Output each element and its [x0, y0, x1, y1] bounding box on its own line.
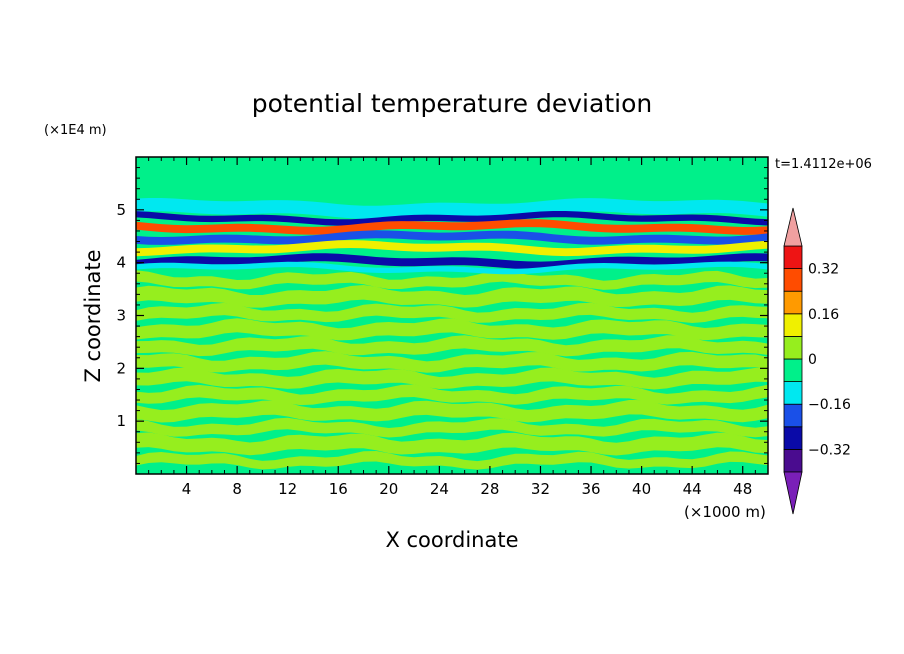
- colorbar-tick-label: 0: [808, 352, 817, 368]
- field-band: [136, 240, 768, 257]
- contour-field: [136, 157, 768, 474]
- field-layer: [136, 285, 768, 308]
- y-tick-label: 5: [116, 201, 126, 219]
- field-layer: [136, 318, 768, 341]
- colorbar-swatch: [783, 426, 803, 450]
- chart-title: potential temperature deviation: [252, 89, 652, 118]
- field-band: [136, 253, 768, 270]
- field-band: [136, 261, 768, 275]
- colorbar-swatch: [783, 268, 803, 292]
- x-tick-label: 28: [480, 480, 499, 498]
- time-label: t=1.4112e+06: [775, 157, 872, 172]
- colorbar-swatch: [783, 381, 803, 405]
- colorbar-over-triangle: [783, 207, 803, 247]
- field-layer: [136, 302, 768, 323]
- field-band: [136, 157, 768, 203]
- x-tick-label: 32: [531, 480, 550, 498]
- x-tick-label: 40: [632, 480, 651, 498]
- y-axis: 1 2 3 4 5: [116, 167, 768, 464]
- field-layer: [136, 451, 768, 470]
- field-layer: [136, 384, 768, 406]
- field-layer: [136, 335, 768, 357]
- field-layer: [136, 432, 768, 456]
- field-band: [136, 219, 768, 235]
- y-tick-label: 4: [116, 254, 126, 272]
- y-unit-label: (×1E4 m): [44, 123, 107, 138]
- y-tick-label: 1: [116, 412, 126, 430]
- colorbar-tick-label: −0.16: [808, 397, 851, 413]
- colorbar-tick-label: 0.32: [808, 262, 839, 278]
- x-tick-label: 8: [232, 480, 242, 498]
- x-axis: 4 8 12 16 20 24 28 32 36 40 44 48: [148, 157, 756, 498]
- colorbar-tick-label: −0.32: [808, 442, 851, 458]
- colorbar-under-triangle: [783, 471, 803, 515]
- field-band: [136, 211, 768, 226]
- colorbar-swatch: [783, 403, 803, 428]
- field-layer: [136, 367, 768, 390]
- field-layer: [136, 417, 768, 438]
- y-tick-label: 2: [116, 359, 126, 377]
- colorbar-swatch: [783, 448, 803, 473]
- x-tick-label: 12: [278, 480, 297, 498]
- x-tick-label: 48: [733, 480, 752, 498]
- colorbar-swatch: [783, 245, 803, 270]
- x-tick-label: 24: [430, 480, 449, 498]
- y-tick-label: 3: [116, 307, 126, 325]
- field-band: [136, 198, 768, 219]
- colorbar-swatch: [783, 290, 803, 315]
- x-tick-label: 36: [581, 480, 600, 498]
- x-tick-label: 4: [182, 480, 192, 498]
- field-layer: [136, 351, 768, 373]
- field-layer: [136, 400, 768, 423]
- x-tick-label: 20: [379, 480, 398, 498]
- x-tick-label: 16: [329, 480, 348, 498]
- colorbar-tick-label: 0.16: [808, 307, 839, 323]
- y-axis-label: Z coordinate: [81, 249, 105, 382]
- field-layer: [136, 270, 768, 290]
- x-axis-label: X coordinate: [385, 528, 518, 552]
- field-band: [136, 230, 768, 245]
- colorbar-swatch: [783, 358, 803, 383]
- colorbar-swatch: [783, 313, 803, 337]
- colorbar-swatch: [783, 335, 803, 360]
- x-unit-label: (×1000 m): [684, 503, 766, 521]
- x-tick-label: 44: [683, 480, 702, 498]
- colorbar: −0.32 −0.16 0 0.16 0.32: [783, 207, 851, 515]
